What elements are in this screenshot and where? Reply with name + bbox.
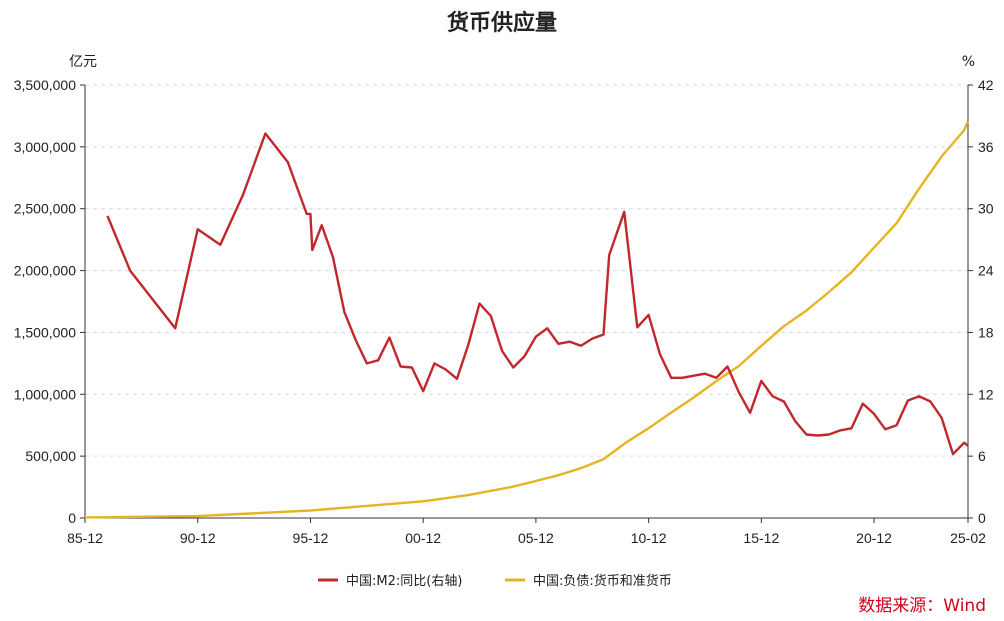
left-tick-label: 2,500,000 (14, 201, 76, 217)
left-axis-ticks: 0 500,000 1,000,000 1,500,000 2,000,000 2,500… (14, 77, 85, 526)
x-tick-label: 00-12 (405, 530, 441, 546)
x-tick-label: 25-02 (950, 530, 986, 546)
left-tick-label: 1,000,000 (14, 386, 76, 402)
legend-label-m2-level: 中国:负债:货币和准货币 (533, 573, 672, 589)
x-axis-ticks: 85-12 90-12 95-12 00-12 05-12 10-12 15-12 20-12… (67, 518, 986, 546)
chart-title: 货币供应量 (447, 10, 557, 36)
right-tick-label: 0 (978, 510, 986, 526)
x-tick-label: 85-12 (67, 530, 103, 546)
data-source: 数据来源：Wind (858, 596, 986, 616)
left-tick-label: 500,000 (25, 448, 76, 464)
x-tick-label: 20-12 (856, 530, 892, 546)
left-tick-label: 3,500,000 (14, 77, 76, 93)
series-layer (84, 120, 970, 519)
series-line-m2-level (84, 120, 970, 519)
x-tick-label: 10-12 (631, 530, 667, 546)
left-axis-unit: 亿元 (69, 54, 97, 70)
right-tick-label: 24 (978, 263, 994, 279)
legend-label-m2-yoy: 中国:M2:同比(右轴) (346, 574, 462, 589)
right-axis-unit: % (962, 54, 975, 70)
right-tick-label: 6 (978, 448, 986, 464)
x-tick-label: 90-12 (180, 530, 216, 546)
x-tick-label: 05-12 (518, 530, 554, 546)
grid-lines (85, 84, 968, 457)
right-tick-label: 36 (978, 139, 994, 155)
x-tick-label: 95-12 (293, 530, 329, 546)
series-line-m2-yoy (106, 132, 969, 456)
left-tick-label: 1,500,000 (14, 324, 76, 340)
x-tick-label: 15-12 (743, 530, 779, 546)
legend: 中国:M2:同比(右轴) 中国:负债:货币和准货币 (318, 573, 672, 589)
left-tick-label: 3,000,000 (14, 139, 76, 155)
left-tick-label: 0 (68, 510, 76, 526)
right-tick-label: 12 (978, 386, 994, 402)
right-axis-ticks: 0 6 12 18 24 30 36 42 (968, 77, 994, 526)
right-tick-label: 18 (978, 324, 994, 340)
right-tick-label: 30 (978, 201, 994, 217)
left-tick-label: 2,000,000 (14, 263, 76, 279)
right-tick-label: 42 (978, 77, 994, 93)
axes (84, 85, 969, 519)
